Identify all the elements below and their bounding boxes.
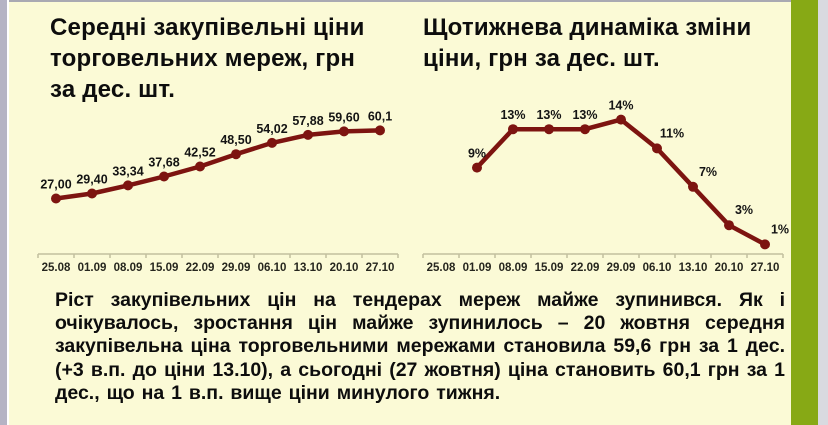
svg-text:27.10: 27.10 [366, 262, 395, 274]
right-edge-strip [791, 0, 818, 425]
svg-text:25.08: 25.08 [427, 262, 456, 274]
svg-text:22.09: 22.09 [571, 262, 600, 274]
svg-text:9%: 9% [468, 147, 486, 161]
svg-text:11%: 11% [660, 126, 684, 140]
svg-text:13%: 13% [500, 108, 525, 122]
svg-text:13.10: 13.10 [679, 262, 708, 274]
svg-text:57,88: 57,88 [292, 114, 323, 128]
svg-text:25.08: 25.08 [42, 262, 71, 274]
svg-text:7%: 7% [699, 165, 717, 179]
svg-text:1%: 1% [771, 222, 789, 236]
top-edge-line [0, 0, 828, 2]
svg-text:06.10: 06.10 [258, 262, 287, 274]
svg-text:37,68: 37,68 [148, 156, 179, 170]
weekly-price-change-line-chart: 25.08 01.09 08.09 15.09 22.09 29.09 06.10 13.10… [422, 99, 789, 274]
svg-text:01.09: 01.09 [78, 262, 107, 274]
right-chart-title: Щотижнева динаміка зміни ціни, грн за де… [423, 14, 752, 73]
svg-text:20.10: 20.10 [715, 262, 744, 274]
summary-text: Ріст закупівельних цін на тендерах мереж… [55, 289, 785, 404]
svg-text:15.09: 15.09 [150, 262, 179, 274]
svg-text:22.09: 22.09 [186, 262, 215, 274]
svg-text:08.09: 08.09 [114, 262, 143, 274]
svg-text:48,50: 48,50 [220, 133, 251, 147]
svg-text:29.09: 29.09 [607, 262, 636, 274]
svg-text:3%: 3% [735, 203, 753, 217]
svg-text:42,52: 42,52 [184, 146, 215, 160]
svg-text:60,1: 60,1 [368, 109, 392, 123]
avg-purchase-price-line-chart: 25.08 01.09 08.09 15.09 22.09 29.09 06.10 13.10… [37, 109, 399, 274]
svg-text:15.09: 15.09 [535, 262, 564, 274]
svg-text:29.09: 29.09 [222, 262, 251, 274]
svg-text:59,60: 59,60 [328, 110, 359, 124]
svg-text:06.10: 06.10 [643, 262, 672, 274]
svg-text:13%: 13% [572, 108, 597, 122]
right-gray-edge [818, 0, 828, 425]
svg-text:01.09: 01.09 [463, 262, 492, 274]
svg-text:27,00: 27,00 [40, 178, 71, 192]
left-chart-title: Середні закупівельні ціни торговельних м… [50, 14, 365, 104]
svg-text:13.10: 13.10 [294, 262, 323, 274]
svg-text:20.10: 20.10 [330, 262, 359, 274]
svg-text:29,40: 29,40 [76, 173, 107, 187]
svg-text:13%: 13% [536, 108, 561, 122]
svg-text:54,02: 54,02 [256, 122, 287, 136]
left-edge-strip [0, 0, 9, 425]
svg-text:08.09: 08.09 [499, 262, 528, 274]
svg-text:33,34: 33,34 [112, 164, 143, 178]
svg-text:14%: 14% [608, 99, 633, 113]
svg-text:27.10: 27.10 [751, 262, 780, 274]
